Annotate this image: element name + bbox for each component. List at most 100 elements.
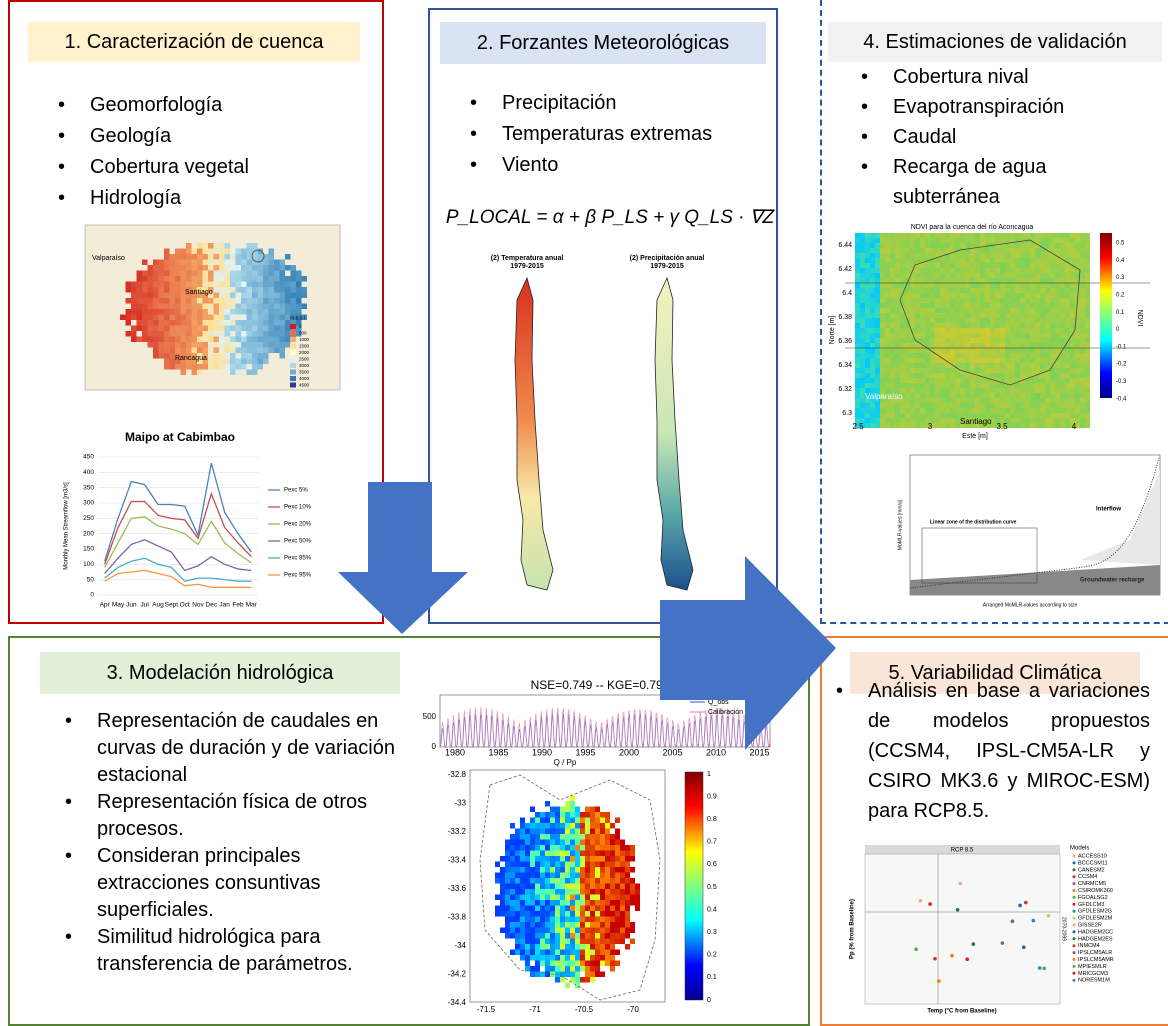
map-cell (246, 303, 252, 309)
map-cell (865, 318, 870, 323)
map-cell (950, 258, 955, 263)
map-cell (1030, 418, 1035, 423)
map-cell (905, 263, 910, 268)
map-cell (995, 313, 1000, 318)
map-cell (895, 378, 900, 383)
map-cell (975, 303, 980, 308)
map-cell (880, 393, 885, 398)
map-cell (175, 342, 181, 348)
map-cell (1010, 413, 1015, 418)
map-cell (164, 314, 170, 320)
map-cell (1030, 248, 1035, 253)
map-cell (540, 944, 545, 950)
map-cell (960, 253, 965, 258)
map-cell (960, 388, 965, 393)
map-cell (1005, 253, 1010, 258)
map-cell (620, 856, 625, 862)
map-cell (995, 378, 1000, 383)
map-cell (1080, 333, 1085, 338)
map-cell (274, 276, 280, 282)
map-cell (955, 323, 960, 328)
map-cell (175, 347, 181, 353)
map-cell (1080, 348, 1085, 353)
map-cell (500, 878, 505, 884)
map-cell (950, 338, 955, 343)
map-cell (865, 368, 870, 373)
map-cell (940, 303, 945, 308)
map-cell (890, 278, 895, 283)
map-cell (257, 336, 263, 342)
map-cell (985, 298, 990, 303)
map-cell (620, 878, 625, 884)
map-cell (580, 828, 585, 834)
map-cell (1085, 238, 1090, 243)
map-cell (960, 238, 965, 243)
map-cell (1060, 343, 1065, 348)
map-cell (955, 263, 960, 268)
map-cell (950, 303, 955, 308)
legend-dot (1072, 875, 1076, 879)
map-cell (570, 955, 575, 961)
map-cell (540, 955, 545, 961)
map-cell (975, 343, 980, 348)
map-cell (855, 248, 860, 253)
map-cell (910, 233, 915, 238)
map-cell (1060, 318, 1065, 323)
map-cell (980, 313, 985, 318)
map-cell (1010, 363, 1015, 368)
map-cell (1050, 338, 1055, 343)
map-cell (208, 259, 214, 265)
map-cell (169, 320, 175, 326)
map-cell (870, 358, 875, 363)
map-cell (910, 308, 915, 313)
map-cell (1085, 233, 1090, 238)
map-cell (1025, 373, 1030, 378)
map-cell (1055, 418, 1060, 423)
map-cell (915, 348, 920, 353)
map-cell (1010, 253, 1015, 258)
map-cell (615, 845, 620, 851)
map-cell (1065, 253, 1070, 258)
label: 500 (423, 712, 437, 721)
map-cell (1015, 293, 1020, 298)
map-cell (1020, 293, 1025, 298)
map-cell (495, 861, 500, 867)
map-cell (935, 373, 940, 378)
map-cell (600, 927, 605, 933)
map-cell (990, 418, 995, 423)
map-cell (985, 358, 990, 363)
map-cell (1075, 398, 1080, 403)
model-point (1042, 966, 1046, 971)
map-cell (585, 889, 590, 895)
map-cell (1020, 273, 1025, 278)
map-cell (555, 955, 560, 961)
map-cell (600, 971, 605, 977)
map-cell (890, 353, 895, 358)
map-cell (910, 328, 915, 333)
map-cell (940, 423, 945, 428)
map-cell (890, 238, 895, 243)
map-cell (930, 383, 935, 388)
map-cell (865, 278, 870, 283)
map-cell (285, 287, 291, 293)
map-cell (995, 358, 1000, 363)
map-cell (142, 309, 148, 315)
map-cell (545, 801, 550, 807)
map-cell (510, 872, 515, 878)
map-cell (147, 281, 153, 287)
map-cell (900, 278, 905, 283)
map-cell (615, 878, 620, 884)
map-cell (230, 320, 236, 326)
map-cell (1040, 233, 1045, 238)
map-cell (1045, 403, 1050, 408)
map-cell (274, 303, 280, 309)
map-cell (970, 298, 975, 303)
map-cell (296, 325, 302, 331)
map-cell (545, 867, 550, 873)
map-cell (164, 364, 170, 370)
map-cell (905, 303, 910, 308)
map-cell (252, 314, 258, 320)
map-cell (995, 263, 1000, 268)
map-cell (158, 276, 164, 282)
map-cell (925, 323, 930, 328)
